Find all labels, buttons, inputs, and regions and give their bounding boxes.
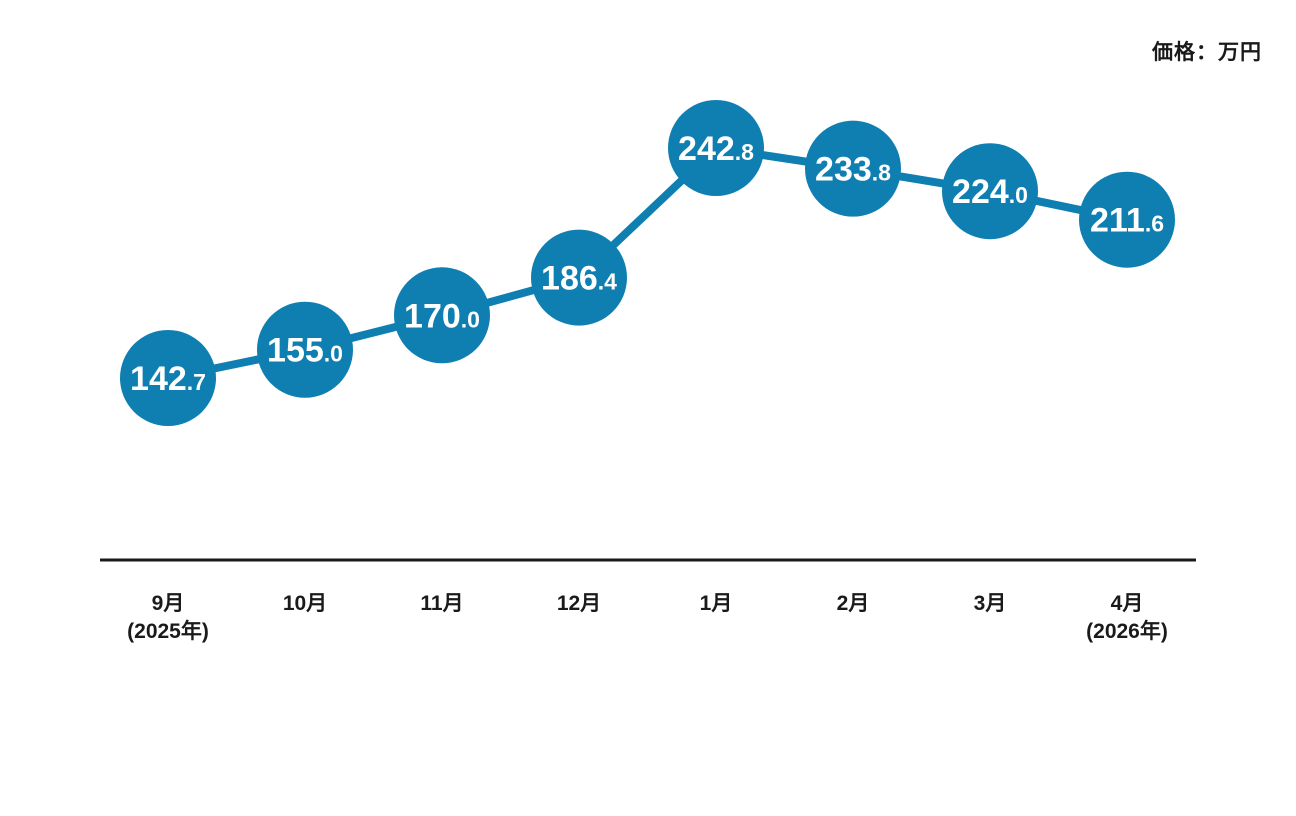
data-point-marker — [394, 267, 490, 364]
x-axis-year-label: (2026年) — [1086, 619, 1168, 643]
x-axis-month-label: 1月 — [700, 592, 733, 615]
data-point-value: 186.4 — [541, 260, 617, 298]
x-axis-year-label: (2025年) — [127, 619, 209, 643]
x-axis-month-label: 3月 — [974, 592, 1007, 615]
data-point-marker — [805, 120, 901, 217]
data-point-marker — [1079, 171, 1175, 268]
data-point-marker — [668, 100, 764, 196]
x-axis-month-label: 4月 — [1111, 592, 1144, 615]
data-point-value: 155.0 — [267, 332, 343, 370]
x-axis-month-label: 11月 — [420, 592, 463, 615]
data-point-marker — [531, 229, 627, 326]
data-point-value: 170.0 — [404, 297, 480, 335]
data-point-value: 211.6 — [1090, 202, 1164, 240]
data-point-value: 142.7 — [130, 360, 206, 398]
data-point-value: 224.0 — [952, 173, 1028, 211]
data-point-value: 233.8 — [815, 151, 891, 189]
data-point-marker — [120, 330, 216, 426]
x-axis-month-label: 10月 — [283, 592, 327, 615]
data-point-marker — [942, 143, 1038, 240]
data-point-marker — [257, 301, 353, 398]
x-axis-month-label: 2月 — [837, 592, 870, 615]
unit-label: 価格：万円 — [1152, 41, 1262, 64]
x-axis-month-label: 12月 — [557, 592, 601, 615]
data-point-value: 242.8 — [678, 130, 754, 168]
x-axis-month-label: 9月 — [152, 592, 185, 615]
